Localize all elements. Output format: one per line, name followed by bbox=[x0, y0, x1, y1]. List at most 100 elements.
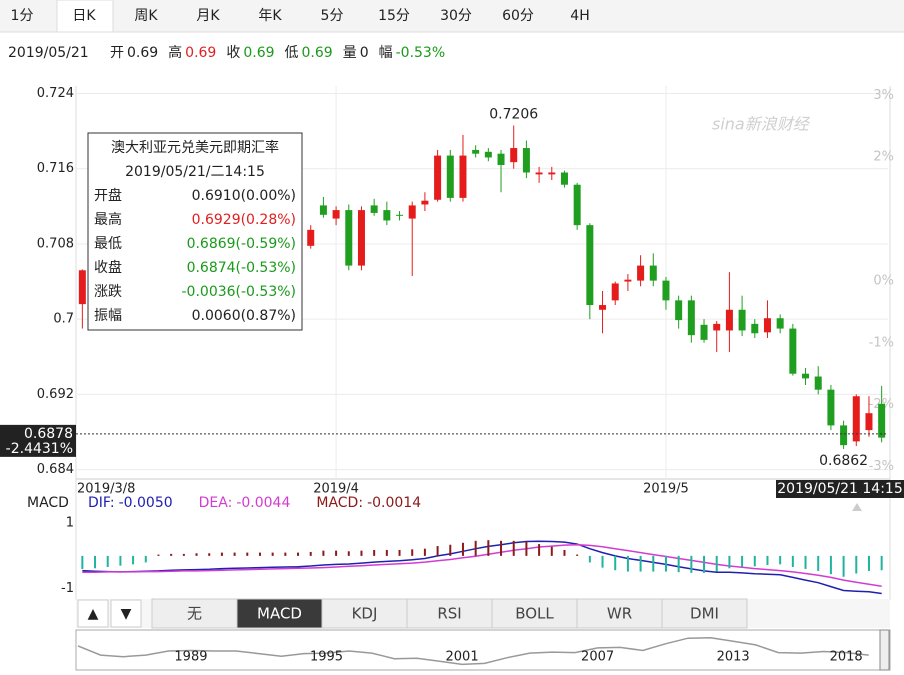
navigator-line bbox=[77, 636, 869, 666]
info-name: 低 bbox=[285, 45, 299, 61]
macd-bar bbox=[525, 541, 528, 556]
candle-body bbox=[396, 214, 404, 216]
arrow-button-label[interactable]: ▼ bbox=[121, 606, 132, 622]
candle-body bbox=[522, 148, 530, 173]
macd-bar bbox=[779, 555, 782, 565]
y-tick-label: 0.724 bbox=[37, 86, 74, 101]
info-value: 0.69 bbox=[127, 45, 158, 61]
navigator-tick-label: 2013 bbox=[717, 650, 750, 665]
navigator-handle[interactable] bbox=[879, 629, 890, 671]
macd-bar bbox=[119, 555, 122, 566]
tooltip-row-value: 0.0060(0.87%) bbox=[192, 308, 296, 324]
candle-body bbox=[446, 155, 454, 198]
timeframe-tab[interactable]: 15分 bbox=[378, 8, 410, 24]
timeframe-tab[interactable]: 日K bbox=[72, 8, 96, 24]
tooltip-row-name: 开盘 bbox=[94, 187, 122, 204]
macd-bar bbox=[335, 550, 338, 556]
candle-body bbox=[459, 155, 467, 198]
indicator-tab[interactable]: DMI bbox=[690, 605, 719, 623]
macd-bar bbox=[677, 555, 680, 573]
indicator-tab[interactable]: 无 bbox=[187, 605, 202, 623]
y-tick-label: 0.684 bbox=[37, 462, 74, 477]
y-tick-label: 1 bbox=[66, 516, 74, 531]
indicator-tab[interactable]: MACD bbox=[257, 605, 302, 623]
tab-active-bg bbox=[56, 0, 114, 33]
macd-bar bbox=[373, 549, 376, 556]
indicator-tab[interactable]: WR bbox=[607, 605, 632, 623]
macd-bar bbox=[322, 550, 325, 556]
tooltip-row-name: 涨跌 bbox=[94, 284, 122, 300]
macd-bar bbox=[195, 553, 198, 556]
macd-bar bbox=[614, 555, 617, 571]
candle-body bbox=[472, 149, 480, 154]
macd-bar bbox=[220, 552, 223, 556]
macd-bar bbox=[588, 555, 591, 563]
macd-bar bbox=[601, 555, 604, 568]
watermark: sina新浪财经 bbox=[712, 115, 811, 134]
candle-body bbox=[586, 225, 594, 306]
indicator-tab-bg[interactable] bbox=[236, 598, 323, 629]
macd-bar bbox=[398, 549, 401, 556]
macd-bar bbox=[550, 546, 553, 556]
macd-bar bbox=[309, 551, 312, 556]
macd-bar bbox=[652, 555, 655, 572]
y-tick-label: 0.716 bbox=[37, 161, 74, 176]
arrow-button-label[interactable]: ▲ bbox=[88, 606, 99, 622]
timeframe-tab[interactable]: 4H bbox=[570, 8, 589, 24]
candle-body bbox=[78, 270, 86, 305]
navigator-tick-label: 2001 bbox=[446, 650, 479, 665]
indicator-tab[interactable]: BOLL bbox=[515, 605, 554, 623]
arrow-button[interactable] bbox=[77, 599, 109, 628]
indicator-tab-bg[interactable] bbox=[576, 598, 663, 629]
info-value: -0.53% bbox=[396, 45, 446, 61]
cursor-label: 2019/05/21 14:15 bbox=[777, 481, 903, 497]
tooltip-row-name: 最低 bbox=[94, 236, 122, 252]
macd-bar bbox=[423, 548, 426, 556]
indicator-tab-bg[interactable] bbox=[321, 598, 408, 629]
macd-bar bbox=[297, 552, 300, 556]
macd-bar bbox=[817, 555, 820, 571]
indicator-tab-bg[interactable] bbox=[491, 598, 578, 629]
candle-body bbox=[421, 200, 429, 205]
indicator-tab-bg[interactable] bbox=[661, 598, 748, 629]
legend-name: MACD: bbox=[316, 495, 363, 511]
timeframe-tab[interactable]: 30分 bbox=[440, 8, 472, 24]
candle-body bbox=[370, 205, 378, 213]
candle-body bbox=[763, 318, 771, 333]
last-price-box bbox=[0, 424, 76, 457]
macd-bar bbox=[626, 555, 629, 572]
info-value: 0.69 bbox=[302, 45, 333, 61]
legend-value: -0.0050 bbox=[119, 495, 173, 511]
macd-bar bbox=[576, 554, 579, 556]
last-price-label: 0.6878 bbox=[24, 426, 73, 442]
macd-bar bbox=[512, 540, 515, 556]
macd-bar bbox=[880, 555, 883, 571]
y-tick-label: -1 bbox=[61, 581, 74, 596]
timeframe-tab[interactable]: 5分 bbox=[321, 8, 344, 24]
timeframe-tab[interactable]: 月K bbox=[196, 8, 220, 24]
legend-value: -0.0014 bbox=[367, 495, 421, 511]
tooltip-row-name: 最高 bbox=[94, 211, 122, 228]
indicator-tab[interactable]: RSI bbox=[437, 605, 461, 623]
arrow-button[interactable] bbox=[110, 599, 142, 628]
y-tick-label: 0.708 bbox=[37, 236, 74, 251]
candle-body bbox=[852, 396, 860, 442]
timeframe-tab[interactable]: 1分 bbox=[11, 8, 34, 24]
candle-body bbox=[383, 210, 391, 221]
candle-body bbox=[738, 309, 746, 331]
macd-bar bbox=[106, 555, 109, 567]
macd-line bbox=[82, 540, 882, 595]
tooltip-row-value: 0.6869(-0.59%) bbox=[187, 236, 296, 252]
macd-bar bbox=[157, 554, 160, 556]
candle-body bbox=[307, 229, 315, 246]
info-value: 0.69 bbox=[243, 45, 274, 61]
tooltip-date: 2019/05/21/二14:15 bbox=[125, 164, 265, 180]
timeframe-tab[interactable]: 60分 bbox=[502, 8, 534, 24]
timeframe-tab[interactable]: 周K bbox=[134, 8, 158, 24]
navigator-tick-label: 1995 bbox=[310, 650, 343, 665]
tooltip-row-value: 0.6910(0.00%) bbox=[192, 188, 296, 204]
indicator-tab[interactable]: KDJ bbox=[352, 605, 378, 623]
timeframe-tab[interactable]: 年K bbox=[258, 8, 282, 24]
tooltip-row-name: 振幅 bbox=[94, 308, 122, 324]
macd-bar bbox=[271, 552, 274, 556]
